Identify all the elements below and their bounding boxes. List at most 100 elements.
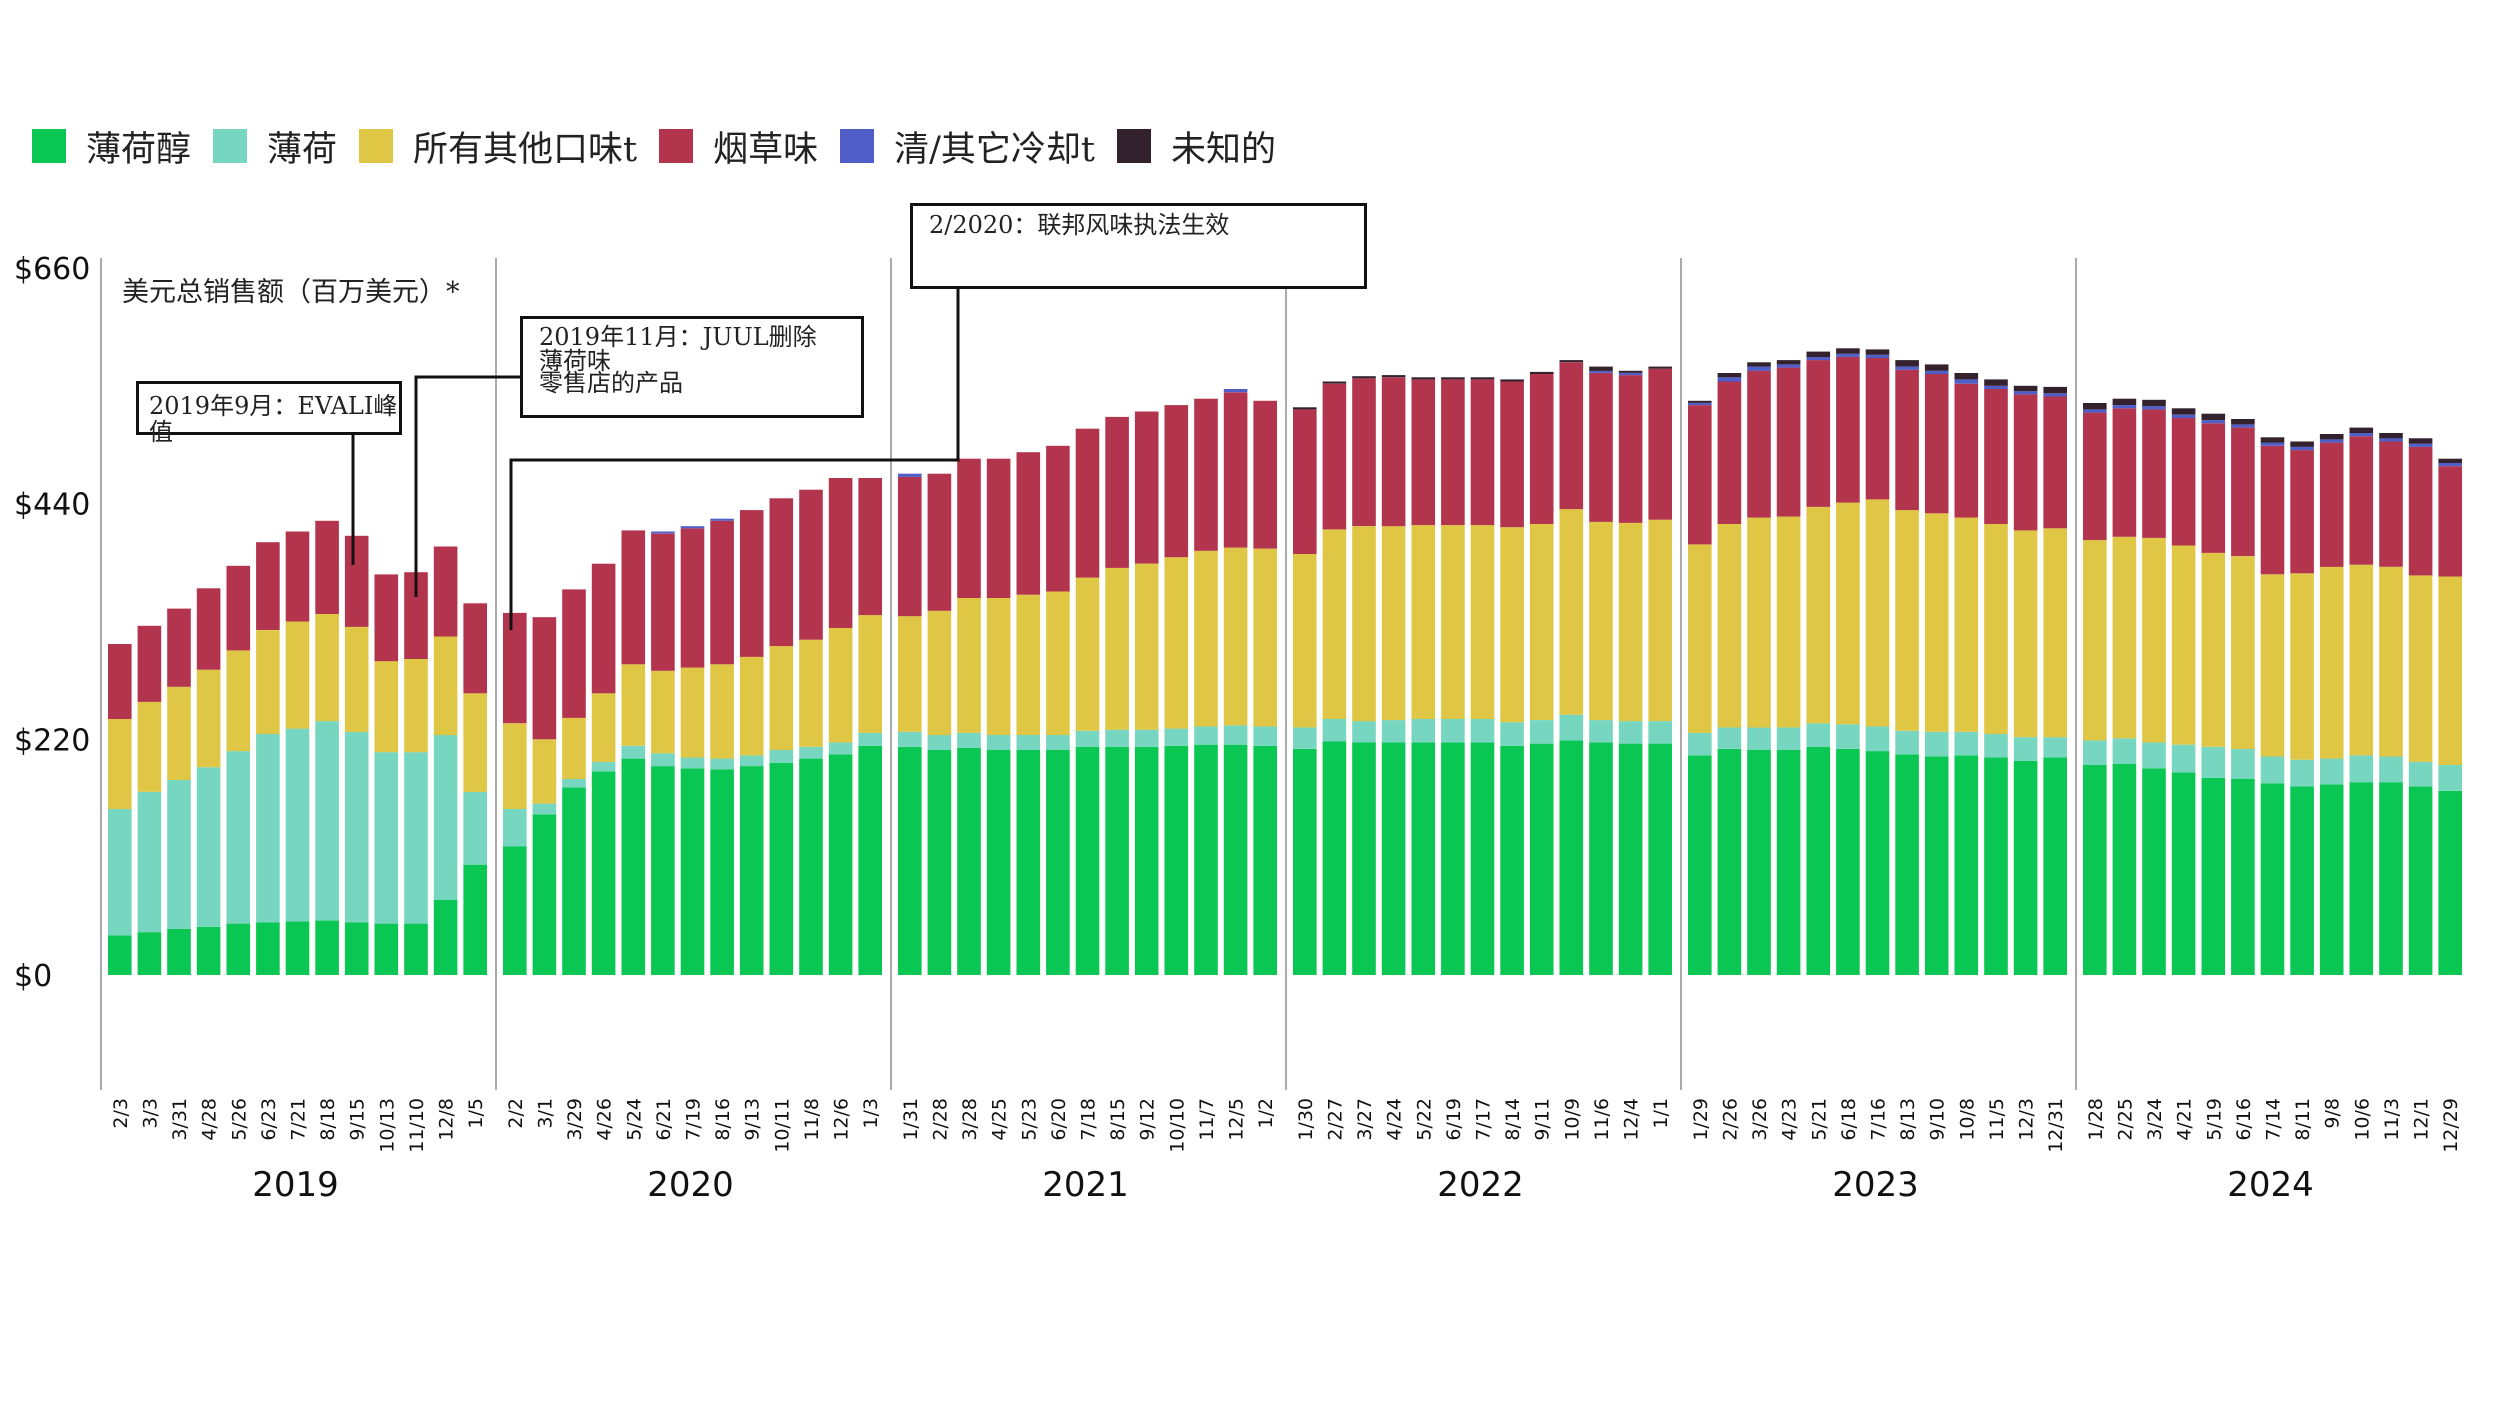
bar-segment-other-flavors <box>404 659 428 753</box>
bar-segment-unknown <box>1836 348 1860 354</box>
x-tick-label: 6/16 <box>2233 1098 2255 1141</box>
bar-segment-other-flavors <box>1381 526 1406 721</box>
bar-segment-mint <box>1441 719 1465 743</box>
bar-segment-mint <box>2013 737 2038 761</box>
bar-segment-menthol <box>739 766 764 975</box>
bar-segment-other-flavors <box>2231 556 2255 749</box>
bar-segment-other-flavors <box>374 661 399 753</box>
x-tick-label: 3/27 <box>1354 1098 1376 1141</box>
bar-segment-mint <box>315 721 339 921</box>
bar-segment-tobacco <box>2231 427 2255 557</box>
bar-segment-tobacco <box>2319 442 2344 567</box>
bar-segment-other-flavors <box>2013 530 2038 738</box>
bar-segment-other-flavors <box>799 639 823 747</box>
bar-segment-other-flavors <box>828 627 853 743</box>
x-tick-label: 5/23 <box>1018 1098 1040 1141</box>
x-tick-label: 8/14 <box>1502 1098 1524 1141</box>
bar-segment-menthol <box>1016 750 1041 975</box>
bar-segment-menthol <box>1134 746 1159 975</box>
bar-segment-unknown <box>2142 399 2166 407</box>
bar-segment-tobacco <box>769 498 794 647</box>
bar-segment-menthol <box>503 846 527 975</box>
bar-segment-mint <box>137 791 162 933</box>
bar-segment-unknown <box>2349 427 2374 433</box>
bar-segment-unknown <box>2112 398 2137 406</box>
bar-segment-menthol <box>858 745 882 975</box>
bar-segment-clear-cooling <box>2319 439 2344 443</box>
bar-segment-mint <box>986 735 1011 750</box>
bar-segment-other-flavors <box>285 621 310 729</box>
bar-segment-tobacco <box>1322 383 1347 530</box>
bar-segment-mint <box>2201 746 2226 778</box>
bar-segment-menthol <box>1411 742 1436 975</box>
bar-segment-tobacco <box>799 489 823 640</box>
x-tick-label: 1/1 <box>1650 1098 1672 1129</box>
bar-segment-clear-cooling <box>651 531 675 534</box>
legend-label-clear-cooling: 清/其它冷却t <box>894 129 1095 170</box>
bar-segment-clear-cooling <box>1836 353 1860 357</box>
x-tick-label: 7/18 <box>1078 1098 1100 1141</box>
bar-segment-clear-cooling <box>1688 403 1712 406</box>
x-tick-label: 7/14 <box>2263 1098 2285 1141</box>
legend-swatch-clear-cooling <box>840 129 875 163</box>
x-tick-label: 1/28 <box>2085 1098 2107 1141</box>
bar-segment-tobacco <box>651 533 675 671</box>
bar-segment-other-flavors <box>2112 536 2137 739</box>
bar-segment-other-flavors <box>1105 567 1129 730</box>
bar-segment-unknown <box>2319 434 2344 440</box>
bar-segment-tobacco <box>1648 368 1672 520</box>
bar-segment-other-flavors <box>1322 529 1347 719</box>
bar-segment-other-flavors <box>2290 573 2314 760</box>
x-tick-label: 10/8 <box>1956 1098 1978 1141</box>
bar-segment-menthol <box>285 921 310 975</box>
bar-segment-menthol <box>710 769 734 975</box>
bar-segment-menthol <box>1529 743 1554 975</box>
bar-segment-tobacco <box>1046 445 1070 592</box>
bar-segment-menthol <box>1164 745 1189 975</box>
bar-segment-menthol <box>1500 745 1524 975</box>
bar-segment-mint <box>2112 738 2137 764</box>
x-tick-label: 11/6 <box>1591 1098 1613 1141</box>
bar-segment-other-flavors <box>1618 522 1643 722</box>
bar-segment-mint <box>167 780 191 929</box>
x-tick-label: 1/3 <box>860 1098 882 1129</box>
bar-segment-clear-cooling <box>2083 409 2107 413</box>
bar-segment-mint <box>898 731 922 747</box>
bar-segment-tobacco <box>957 458 981 598</box>
bar-segment-unknown <box>1322 381 1347 384</box>
bar-segment-menthol <box>167 928 191 975</box>
legend-item-clear-cooling: 清/其它冷却t <box>840 121 1117 172</box>
legend-label-mint: 薄荷 <box>267 129 338 170</box>
bar-segment-menthol <box>315 920 339 975</box>
bar-segment-tobacco <box>1164 405 1189 558</box>
bar-segment-unknown <box>1470 377 1495 380</box>
bar-segment-menthol <box>769 762 794 975</box>
bar-segment-other-flavors <box>769 646 794 750</box>
bar-segment-other-flavors <box>986 597 1011 735</box>
bar-segment-tobacco <box>2349 436 2374 565</box>
x-tick-label: 3/26 <box>1749 1098 1771 1141</box>
bar-segment-menthol <box>433 900 458 975</box>
legend-item-unknown: 未知的 <box>1116 121 1298 172</box>
bar-segment-tobacco <box>1806 360 1831 507</box>
bar-segment-mint <box>2260 756 2285 784</box>
bar-segment-tobacco <box>1529 374 1554 524</box>
bar-segment-unknown <box>1293 407 1317 410</box>
bar-segment-tobacco <box>1984 389 2008 524</box>
bar-segment-tobacco <box>858 478 882 616</box>
bar-segment-tobacco <box>1293 409 1317 554</box>
bar-segment-clear-cooling <box>710 518 734 521</box>
bar-segment-mint <box>828 742 853 755</box>
bar-segment-tobacco <box>108 644 132 719</box>
bar-segment-other-flavors <box>167 686 191 780</box>
x-tick-label: 12/3 <box>2016 1098 2038 1141</box>
bar-segment-menthol <box>1806 746 1831 975</box>
x-tick-label: 7/16 <box>1868 1098 1890 1141</box>
x-tick-label: 3/24 <box>2144 1098 2166 1141</box>
bar-segment-mint <box>2231 749 2255 779</box>
bar-segment-other-flavors <box>2319 566 2344 759</box>
bar-segment-mint <box>2349 755 2374 783</box>
bar-segment-tobacco <box>1747 370 1771 518</box>
bar-segment-tobacco <box>680 528 705 668</box>
bar-segment-mint <box>1322 719 1347 742</box>
